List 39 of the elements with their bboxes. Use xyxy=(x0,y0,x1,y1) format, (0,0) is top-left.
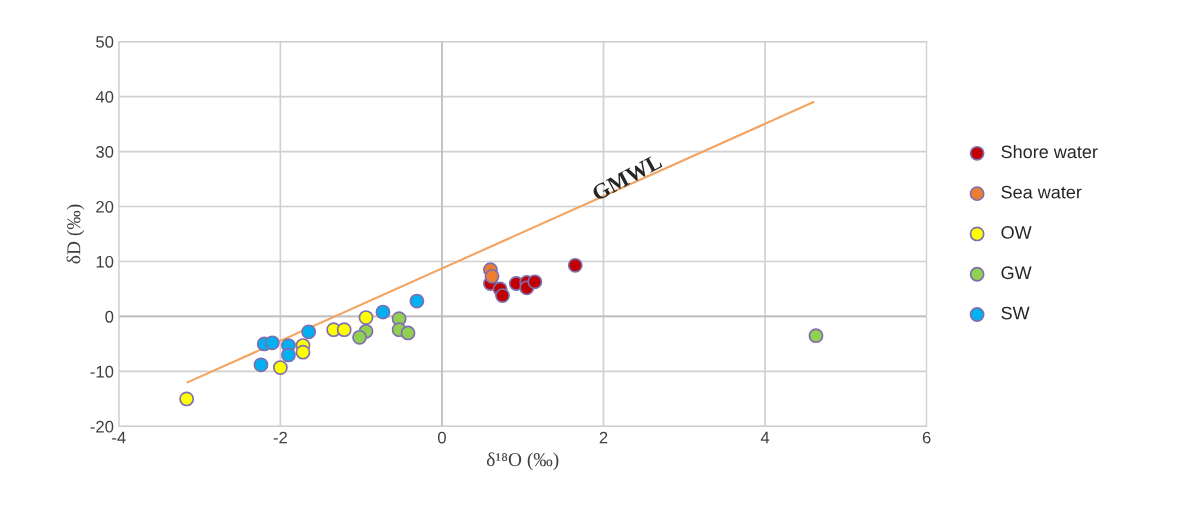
x-tick-label: 4 xyxy=(760,431,770,444)
point xyxy=(527,274,543,290)
point xyxy=(567,257,583,273)
legend-label: GW xyxy=(1001,266,1032,280)
legend-label: Sea water xyxy=(1001,185,1082,199)
y-axis-title: δD (‰) xyxy=(66,204,85,264)
point xyxy=(272,360,288,376)
point xyxy=(400,325,416,341)
y-tick-label: 0 xyxy=(105,310,114,323)
point xyxy=(179,391,195,407)
y-tick-label: -10 xyxy=(90,365,114,378)
point xyxy=(264,335,280,351)
x-tick-label: -2 xyxy=(273,431,287,444)
y-tick-label: 20 xyxy=(96,200,114,213)
x-tick-label: 2 xyxy=(599,431,608,444)
x-tick-label: -4 xyxy=(112,431,126,444)
point xyxy=(281,347,296,363)
point xyxy=(484,268,500,284)
point xyxy=(352,329,367,345)
x-tick-label: 0 xyxy=(437,431,446,444)
point xyxy=(295,344,311,360)
y-tick-label: 40 xyxy=(95,90,114,103)
y-tick-label: -20 xyxy=(90,420,114,433)
point xyxy=(358,310,374,325)
y-tick-label: 30 xyxy=(96,145,114,158)
legend-label: OW xyxy=(1001,226,1032,239)
point xyxy=(336,322,352,338)
y-tick-label: 50 xyxy=(96,36,114,48)
point xyxy=(409,293,425,309)
point xyxy=(495,288,510,303)
point xyxy=(808,328,824,344)
x-tick-label: 6 xyxy=(922,431,931,444)
point xyxy=(253,357,269,373)
legend-label: Shore water xyxy=(1001,144,1098,159)
point xyxy=(375,304,391,320)
x-axis-title: δ¹⁸O (‰) xyxy=(486,452,559,471)
legend-label: SW xyxy=(1001,306,1030,320)
y-tick-label: 10 xyxy=(96,255,114,268)
point xyxy=(301,324,317,340)
